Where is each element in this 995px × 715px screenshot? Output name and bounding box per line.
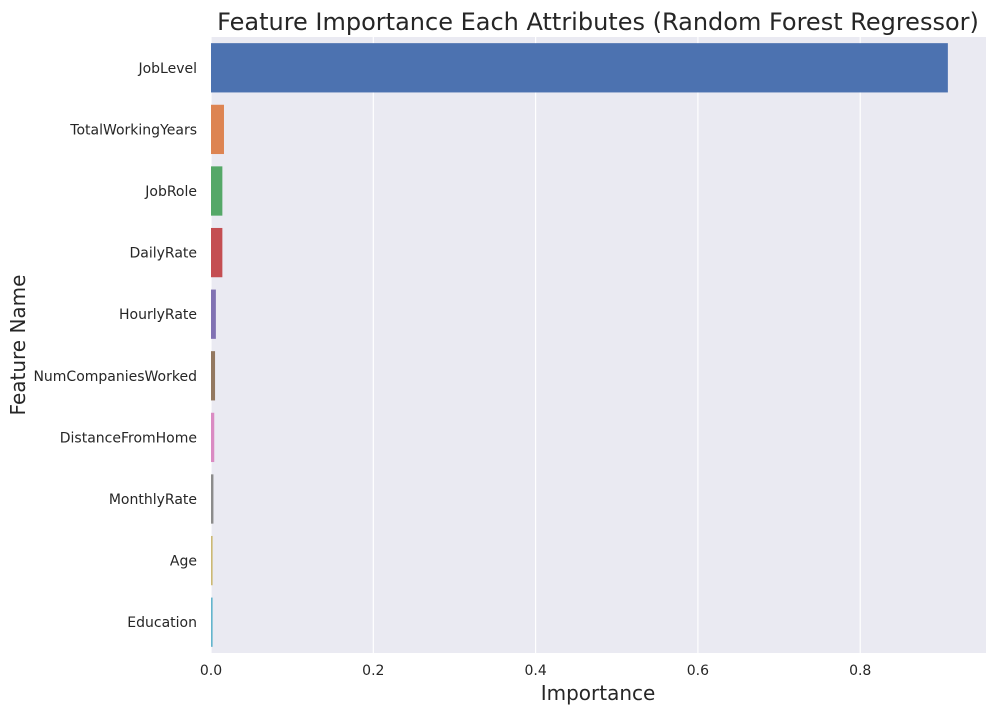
bar-HourlyRate <box>211 289 216 339</box>
bar-DistanceFromHome <box>211 412 215 463</box>
x-tick-label: 0.4 <box>524 663 546 679</box>
bars <box>211 43 948 647</box>
x-axis-label: Importance <box>541 681 656 705</box>
y-axis-label: Feature Name <box>6 275 30 416</box>
y-tick-label: Age <box>170 554 197 570</box>
bar-TotalWorkingYears <box>211 104 224 155</box>
y-tick-label: DailyRate <box>129 246 197 262</box>
x-tick-label: 0.6 <box>687 663 709 679</box>
bar-JobLevel <box>211 43 948 93</box>
x-tick-label: 0.2 <box>362 663 384 679</box>
bar-Education <box>211 597 213 647</box>
y-axis-ticks: JobLevel TotalWorkingYears JobRole DailyRat… <box>33 61 197 631</box>
y-tick-label: DistanceFromHome <box>60 430 197 446</box>
bar-NumCompaniesWorked <box>211 351 216 401</box>
bar-Age <box>211 535 213 586</box>
bar-DailyRate <box>211 227 223 278</box>
y-tick-label: JobRole <box>144 184 197 200</box>
chart-title: Feature Importance Each Attributes (Rand… <box>217 8 979 36</box>
plot-background <box>211 37 986 653</box>
y-tick-label: MonthlyRate <box>109 492 197 508</box>
x-tick-label: 0.8 <box>849 663 871 679</box>
y-tick-label: NumCompaniesWorked <box>33 369 197 385</box>
y-tick-label: TotalWorkingYears <box>69 122 197 138</box>
y-tick-label: JobLevel <box>137 61 197 77</box>
x-axis-ticks: 0.0 0.2 0.4 0.6 0.8 <box>200 663 871 679</box>
x-tick-label: 0.0 <box>200 663 222 679</box>
y-tick-label: HourlyRate <box>119 307 197 323</box>
bar-MonthlyRate <box>211 474 214 524</box>
y-tick-label: Education <box>127 615 197 631</box>
bar-JobRole <box>211 166 223 216</box>
